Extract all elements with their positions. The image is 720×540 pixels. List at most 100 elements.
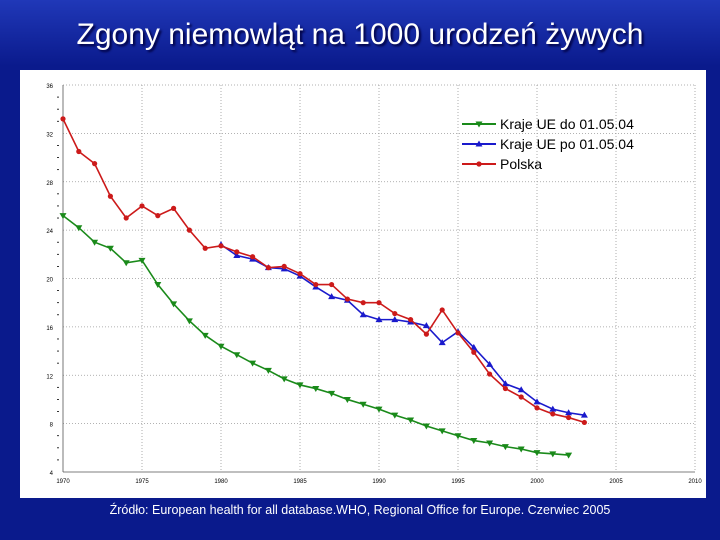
data-point	[123, 215, 129, 221]
data-point	[185, 318, 193, 325]
data-point	[122, 260, 130, 267]
data-point	[250, 254, 256, 260]
x-tick-label: 1980	[214, 479, 228, 485]
x-tick-label: 2010	[688, 479, 702, 485]
data-point	[328, 293, 336, 300]
y-tick-label: 20	[46, 278, 53, 284]
data-point	[533, 398, 541, 405]
data-point	[391, 412, 399, 419]
data-point	[233, 352, 241, 359]
y-tick-label: 36	[46, 84, 53, 90]
data-point	[59, 213, 67, 220]
legend: Kraje UE do 01.05.04 Kraje UE po 01.05.04…	[462, 116, 634, 172]
data-point	[233, 252, 241, 259]
data-point	[439, 307, 445, 313]
data-point	[438, 339, 446, 346]
y-tick-label: 12	[46, 374, 53, 380]
data-point	[566, 414, 572, 421]
legend-marker	[476, 161, 482, 167]
y-tick-label: 28	[46, 181, 53, 187]
data-point	[502, 385, 508, 392]
series-line	[220, 243, 585, 416]
data-point	[486, 360, 494, 367]
series-layer	[59, 116, 588, 459]
data-point	[581, 419, 588, 426]
x-tick-label: 2005	[609, 479, 623, 485]
data-point	[249, 360, 257, 367]
data-point	[280, 376, 288, 383]
legend-marker	[475, 121, 483, 128]
data-point	[518, 394, 524, 400]
data-point	[329, 281, 335, 288]
y-tick-label: 4	[50, 471, 54, 477]
data-point	[154, 282, 162, 289]
data-point	[343, 396, 351, 403]
data-point	[486, 440, 494, 447]
data-point	[60, 116, 66, 122]
infant-mortality-chart: 4 8 12 16 20 24 28 32 36 1970 1975 1980 1985 1990 1995…	[46, 84, 702, 485]
legend-label: Kraje UE po 01.05.04	[500, 136, 634, 152]
data-point	[217, 343, 225, 350]
series-line	[62, 214, 569, 456]
data-point	[139, 203, 145, 209]
y-tick-label: 16	[46, 326, 53, 332]
data-point	[359, 401, 367, 408]
series-0	[59, 213, 573, 459]
data-point	[423, 331, 429, 337]
y-tick-label: 24	[46, 229, 53, 235]
x-tick-label: 2000	[530, 479, 544, 485]
axis-layer: 4 8 12 16 20 24 28 32 36 1970 1975 1980 1985 1990 1995…	[46, 84, 702, 485]
data-point	[471, 349, 477, 355]
data-point	[470, 343, 478, 350]
data-point	[549, 405, 557, 412]
data-point	[501, 380, 509, 387]
data-point	[186, 227, 192, 233]
x-tick-label: 1975	[135, 479, 149, 485]
data-point	[455, 330, 461, 336]
data-point	[344, 296, 350, 302]
data-point	[391, 316, 399, 323]
data-point	[376, 300, 382, 306]
legend-marker	[475, 140, 483, 147]
data-point	[312, 386, 320, 393]
data-point	[454, 433, 462, 440]
data-point	[107, 193, 113, 199]
data-point	[360, 300, 366, 306]
data-point	[534, 405, 540, 411]
legend-entry-0: Kraje UE do 01.05.04	[462, 116, 634, 132]
data-point	[75, 225, 83, 232]
data-point	[533, 450, 541, 457]
data-point	[138, 257, 146, 264]
data-point	[264, 367, 272, 374]
data-point	[234, 249, 240, 255]
data-point	[470, 438, 478, 445]
data-point	[296, 382, 304, 389]
chart-panel: 4 8 12 16 20 24 28 32 36 1970 1975 1980 1985 1990 1995…	[20, 70, 706, 498]
x-tick-label: 1985	[293, 479, 307, 485]
data-point	[565, 452, 573, 459]
data-point	[218, 243, 224, 249]
data-point	[281, 263, 287, 270]
x-tick-label: 1995	[451, 479, 465, 485]
slide-title: Zgony niemowląt na 1000 urodzeń żywych	[76, 18, 644, 51]
source-note: Źródło: European health for all database…	[109, 503, 611, 517]
data-point	[375, 406, 383, 413]
legend-entry-1: Kraje UE po 01.05.04	[462, 136, 634, 152]
data-point	[106, 245, 114, 252]
data-point	[438, 428, 446, 435]
y-tick-label: 32	[46, 132, 53, 138]
legend-label: Polska	[500, 156, 542, 172]
x-tick-label: 1970	[56, 479, 70, 485]
data-point	[375, 316, 383, 323]
data-point	[265, 265, 271, 271]
data-point	[328, 390, 336, 397]
data-point	[408, 317, 414, 323]
x-tick-label: 1990	[372, 479, 386, 485]
data-point	[170, 301, 178, 308]
data-point	[550, 411, 556, 417]
data-point	[422, 322, 430, 329]
data-point	[549, 451, 557, 458]
series-2	[60, 116, 588, 426]
data-point	[565, 409, 573, 416]
data-point	[202, 245, 208, 251]
